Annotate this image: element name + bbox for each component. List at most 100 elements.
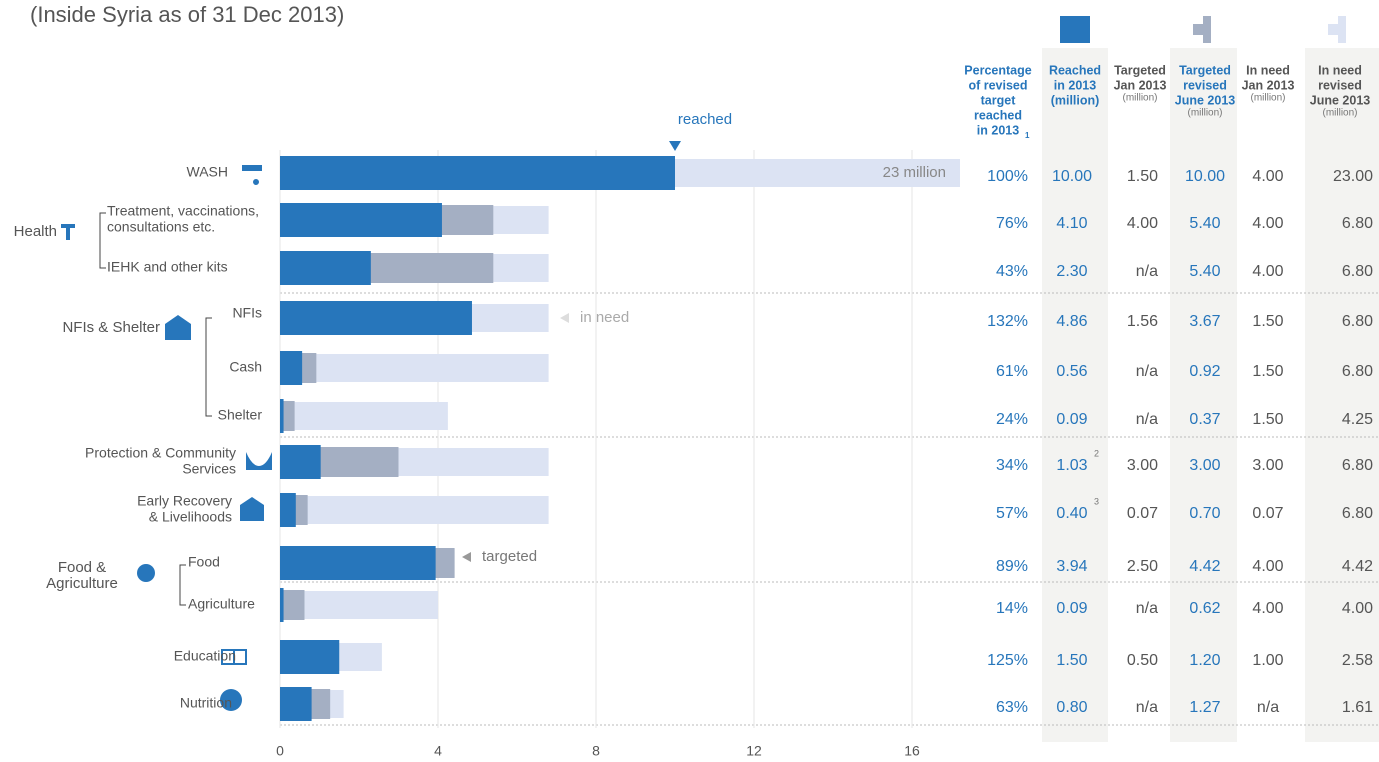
table-value: n/a bbox=[1257, 699, 1279, 716]
bars bbox=[280, 156, 960, 721]
table-value: 6.80 bbox=[1342, 263, 1373, 280]
table-value: 34% bbox=[996, 457, 1028, 474]
annotation: 23 million bbox=[883, 164, 946, 181]
category-label: WASH bbox=[187, 164, 228, 180]
annotation-arrow bbox=[560, 313, 569, 323]
table-value: n/a bbox=[1136, 600, 1158, 617]
bar bbox=[280, 445, 321, 479]
table-value: n/a bbox=[1136, 363, 1158, 380]
table-value: 4.86 bbox=[1056, 313, 1087, 330]
bar bbox=[280, 301, 472, 335]
table-value: 6.80 bbox=[1342, 363, 1373, 380]
bar bbox=[280, 399, 284, 433]
group-label: NFIs & Shelter bbox=[62, 319, 160, 336]
table-value: 0.09 bbox=[1056, 600, 1087, 617]
column-bg bbox=[1042, 48, 1108, 742]
column-header: Targeted bbox=[1179, 63, 1231, 77]
column-header: in 2013 bbox=[977, 123, 1019, 137]
group-label: Health bbox=[14, 223, 57, 240]
table-value: 4.42 bbox=[1342, 558, 1373, 575]
table-value: 1.03 bbox=[1056, 457, 1087, 474]
column-header: Jan 2013 bbox=[1242, 78, 1295, 92]
category-label: IEHK and other kits bbox=[107, 259, 228, 275]
table-value: 2.58 bbox=[1342, 652, 1373, 669]
table-value: 5.40 bbox=[1189, 215, 1220, 232]
table-value: 0.70 bbox=[1189, 505, 1220, 522]
category-label: Early Recovery bbox=[137, 493, 232, 509]
column-bg bbox=[1305, 48, 1379, 742]
column-header: in 2013 bbox=[1054, 78, 1096, 92]
bar bbox=[280, 354, 549, 382]
x-tick-label: 16 bbox=[904, 743, 920, 759]
table-value: 4.00 bbox=[1342, 600, 1373, 617]
category-label: Treatment, vaccinations, bbox=[107, 203, 259, 219]
bar bbox=[280, 401, 295, 431]
legend-swatch bbox=[1060, 16, 1090, 43]
table-value: 0.09 bbox=[1056, 411, 1087, 428]
legend-swatch bbox=[1193, 16, 1211, 43]
table-value: 4.00 bbox=[1127, 215, 1158, 232]
column-header: revised bbox=[1183, 78, 1227, 92]
table-value: 2.30 bbox=[1056, 263, 1087, 280]
table-value: 1.20 bbox=[1189, 652, 1220, 669]
category-label: Services bbox=[182, 461, 236, 477]
table-value: 1.50 bbox=[1056, 652, 1087, 669]
table-value: 3.94 bbox=[1056, 558, 1087, 575]
column-header: revised bbox=[1318, 78, 1362, 92]
column-header: Percentage bbox=[964, 63, 1031, 77]
table-value: 1.56 bbox=[1127, 313, 1158, 330]
table-value: 24% bbox=[996, 411, 1028, 428]
table-value: 0.50 bbox=[1127, 652, 1158, 669]
bar bbox=[280, 591, 438, 619]
bar bbox=[280, 588, 284, 622]
table-value: 3.00 bbox=[1127, 457, 1158, 474]
bar bbox=[280, 546, 436, 580]
superscript: 1 bbox=[1025, 131, 1030, 140]
table-value: 1.00 bbox=[1252, 652, 1283, 669]
column-header: target bbox=[981, 93, 1017, 107]
bar bbox=[280, 251, 371, 285]
table-value: 14% bbox=[996, 600, 1028, 617]
table-value: 6.80 bbox=[1342, 457, 1373, 474]
brackets bbox=[99, 212, 212, 606]
column-header: (million) bbox=[1051, 93, 1100, 107]
chart-title: (Inside Syria as of 31 Dec 2013) bbox=[30, 2, 344, 27]
category-label: consultations etc. bbox=[107, 219, 215, 235]
category-label: Education bbox=[174, 648, 236, 664]
table-value: 1.50 bbox=[1127, 168, 1158, 185]
group-label: Agriculture bbox=[46, 575, 118, 592]
table-value: 0.40 bbox=[1056, 505, 1087, 522]
table-value: 4.25 bbox=[1342, 411, 1373, 428]
table-value: 4.10 bbox=[1056, 215, 1087, 232]
category-label: Agriculture bbox=[188, 596, 255, 612]
category-icons bbox=[61, 165, 272, 711]
annotation: in need bbox=[580, 309, 629, 326]
table-value: 3.00 bbox=[1189, 457, 1220, 474]
category-label: & Livelihoods bbox=[149, 509, 232, 525]
table-value: 1.50 bbox=[1252, 363, 1283, 380]
column-unit: (million) bbox=[1188, 108, 1223, 119]
annotation: targeted bbox=[482, 548, 537, 565]
table-value: 63% bbox=[996, 699, 1028, 716]
table-value: 61% bbox=[996, 363, 1028, 380]
table-value: 23.00 bbox=[1333, 168, 1373, 185]
table-value: 0.07 bbox=[1252, 505, 1283, 522]
table-value: 125% bbox=[987, 652, 1028, 669]
table-value: 5.40 bbox=[1189, 263, 1220, 280]
table-value: 1.50 bbox=[1252, 411, 1283, 428]
table-value: 0.56 bbox=[1056, 363, 1087, 380]
table-value: 89% bbox=[996, 558, 1028, 575]
x-tick-label: 0 bbox=[276, 743, 284, 759]
column-header: June 2013 bbox=[1310, 93, 1371, 107]
column-header: Targeted bbox=[1114, 63, 1166, 77]
column-header: Jan 2013 bbox=[1114, 78, 1167, 92]
table-value: 0.92 bbox=[1189, 363, 1220, 380]
table-value: 0.80 bbox=[1056, 699, 1087, 716]
table-value: 3.00 bbox=[1252, 457, 1283, 474]
table-value: 100% bbox=[987, 168, 1028, 185]
annotation-arrow bbox=[462, 552, 471, 562]
bar bbox=[280, 402, 448, 430]
bar bbox=[280, 496, 549, 524]
bar bbox=[280, 640, 340, 674]
